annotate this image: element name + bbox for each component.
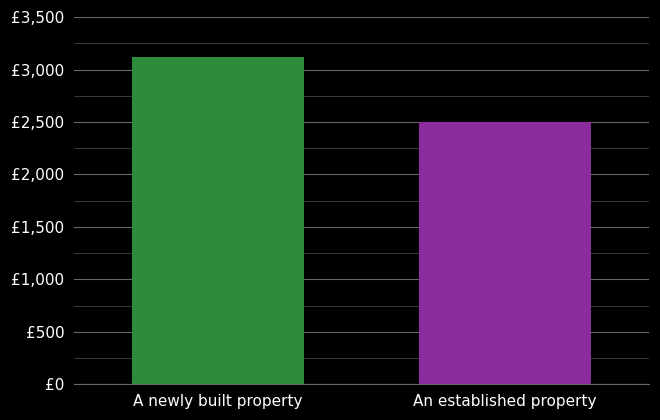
Bar — [419, 122, 591, 384]
Bar — [131, 57, 304, 384]
